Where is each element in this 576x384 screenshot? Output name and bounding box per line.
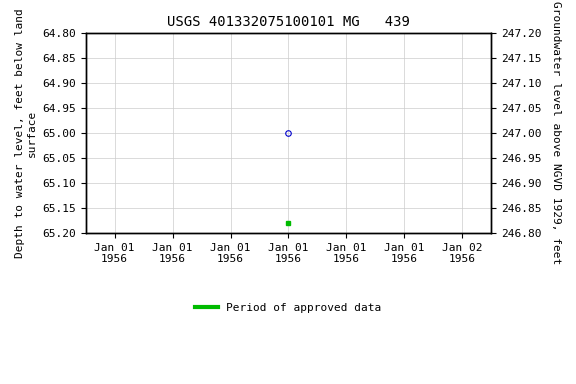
Legend: Period of approved data: Period of approved data (191, 298, 386, 317)
Y-axis label: Groundwater level above NGVD 1929, feet: Groundwater level above NGVD 1929, feet (551, 1, 561, 265)
Y-axis label: Depth to water level, feet below land
surface: Depth to water level, feet below land su… (15, 8, 37, 258)
Title: USGS 401332075100101 MG   439: USGS 401332075100101 MG 439 (167, 15, 410, 29)
